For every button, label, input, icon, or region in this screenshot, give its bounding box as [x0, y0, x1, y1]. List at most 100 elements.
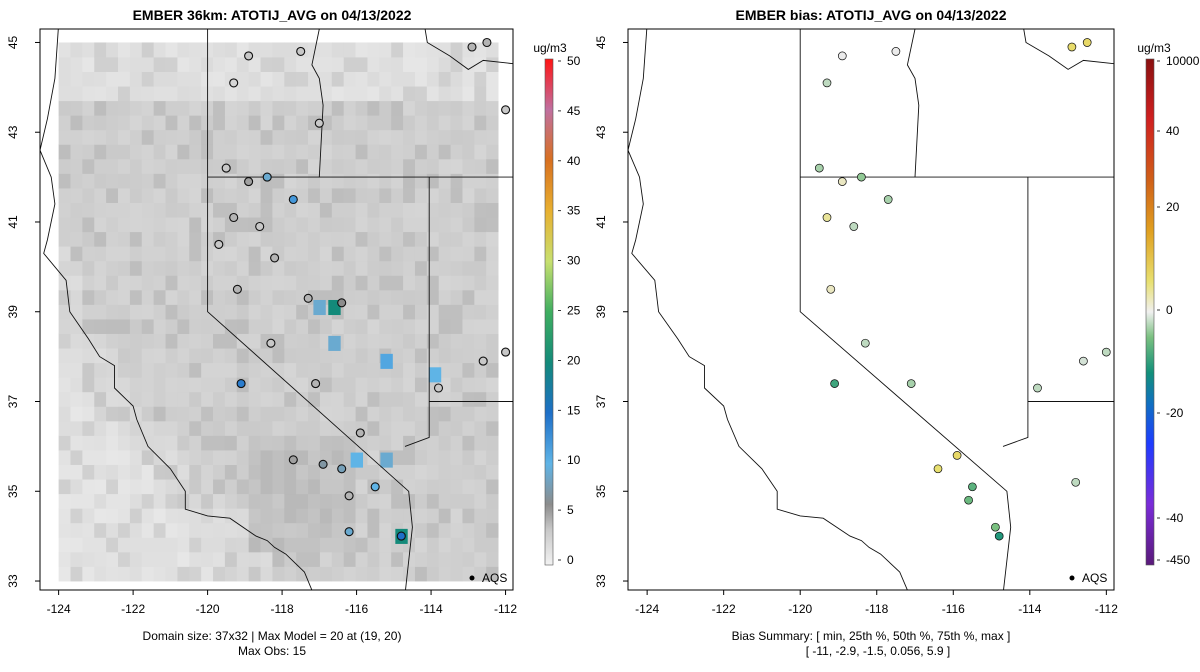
grid-cell	[106, 246, 119, 262]
grid-cell	[201, 522, 214, 538]
grid-cell	[272, 217, 285, 233]
hotspot-cell	[328, 335, 341, 351]
grid-cell	[248, 71, 261, 87]
grid-cell	[213, 377, 226, 393]
grid-cell	[403, 42, 416, 58]
colorbar-tick-label: 0	[1166, 303, 1173, 317]
grid-cell	[284, 464, 297, 480]
grid-cell	[141, 304, 155, 320]
grid-cell	[379, 377, 392, 393]
grid-cell	[308, 348, 321, 364]
grid-cell	[224, 319, 238, 334]
grid-cell	[70, 508, 83, 524]
grid-cell	[426, 522, 440, 538]
grid-cell	[414, 158, 428, 174]
grid-cell	[296, 362, 309, 378]
state-line	[404, 177, 430, 447]
grid-cell	[403, 479, 416, 495]
grid-cell	[355, 508, 368, 524]
grid-cell	[236, 319, 250, 334]
site-marker	[229, 78, 239, 88]
grid-cell	[462, 420, 475, 436]
grid-cell	[296, 319, 309, 334]
site-marker	[318, 459, 328, 469]
grid-cell	[438, 129, 451, 145]
grid-cell	[260, 362, 273, 378]
grid-cell	[141, 566, 155, 582]
grid-cell	[94, 493, 107, 509]
grid-cell	[153, 231, 166, 247]
grid-cell	[129, 435, 143, 451]
grid-cell	[201, 348, 214, 364]
grid-cell	[474, 566, 487, 582]
grid-cell	[94, 158, 107, 174]
grid-cell	[486, 551, 499, 567]
grid-cell	[486, 362, 499, 378]
grid-cell	[462, 348, 475, 364]
grid-cell	[438, 319, 451, 334]
grid-cell	[426, 144, 440, 160]
grid-cell	[284, 100, 297, 116]
grid-cell	[343, 86, 356, 102]
grid-cell	[189, 202, 202, 218]
grid-cell	[236, 522, 250, 538]
site-marker	[1067, 42, 1077, 52]
grid-cell	[165, 246, 178, 262]
grid-cell	[118, 391, 131, 407]
grid-cell	[462, 100, 475, 116]
grid-cell	[118, 42, 131, 58]
grid-cell	[129, 377, 143, 393]
grid-cell	[236, 260, 250, 276]
grid-cell	[248, 508, 261, 524]
grid-cell	[426, 508, 440, 524]
grid-cell	[403, 173, 416, 189]
grid-cell	[355, 377, 368, 393]
grid-cell	[118, 420, 131, 436]
grid-cell	[118, 231, 131, 247]
grid-cell	[94, 202, 107, 218]
grid-cell	[367, 144, 380, 160]
grid-cell	[284, 202, 297, 218]
grid-cell	[272, 450, 285, 465]
grid-cell	[272, 522, 285, 538]
grid-cell	[438, 333, 451, 349]
grid-cell	[438, 57, 451, 72]
grid-cell	[82, 100, 95, 116]
grid-cell	[331, 246, 345, 262]
grid-cell	[272, 508, 285, 524]
grid-cell	[450, 464, 463, 480]
grid-cell	[141, 333, 155, 349]
grid-cell	[177, 275, 190, 291]
grid-cell	[367, 551, 380, 567]
grid-cell	[224, 260, 238, 276]
grid-cell	[296, 464, 309, 480]
grid-cell	[70, 202, 83, 218]
grid-cell	[272, 42, 285, 58]
grid-cell	[379, 319, 392, 334]
grid-cell	[94, 479, 107, 495]
grid-cell	[296, 158, 309, 174]
grid-cell	[438, 464, 451, 480]
grid-cell	[486, 522, 499, 538]
grid-cell	[189, 231, 202, 247]
grid-cell	[58, 435, 71, 451]
grid-cell	[177, 115, 190, 131]
grid-cell	[331, 566, 345, 582]
grid-cell	[129, 71, 143, 87]
grid-cell	[272, 566, 285, 582]
grid-cell	[165, 202, 178, 218]
grid-cell	[367, 304, 380, 320]
grid-cell	[153, 42, 166, 58]
grid-cell	[450, 115, 463, 131]
grid-cell	[474, 537, 487, 553]
grid-cell	[308, 100, 321, 116]
grid-cell	[474, 173, 487, 189]
grid-cell	[224, 173, 238, 189]
grid-cell	[474, 260, 487, 276]
grid-cell	[201, 537, 214, 553]
grid-cell	[224, 464, 238, 480]
grid-cell	[474, 479, 487, 495]
grid-cell	[403, 202, 416, 218]
grid-cell	[296, 566, 309, 582]
site-marker	[883, 195, 893, 204]
